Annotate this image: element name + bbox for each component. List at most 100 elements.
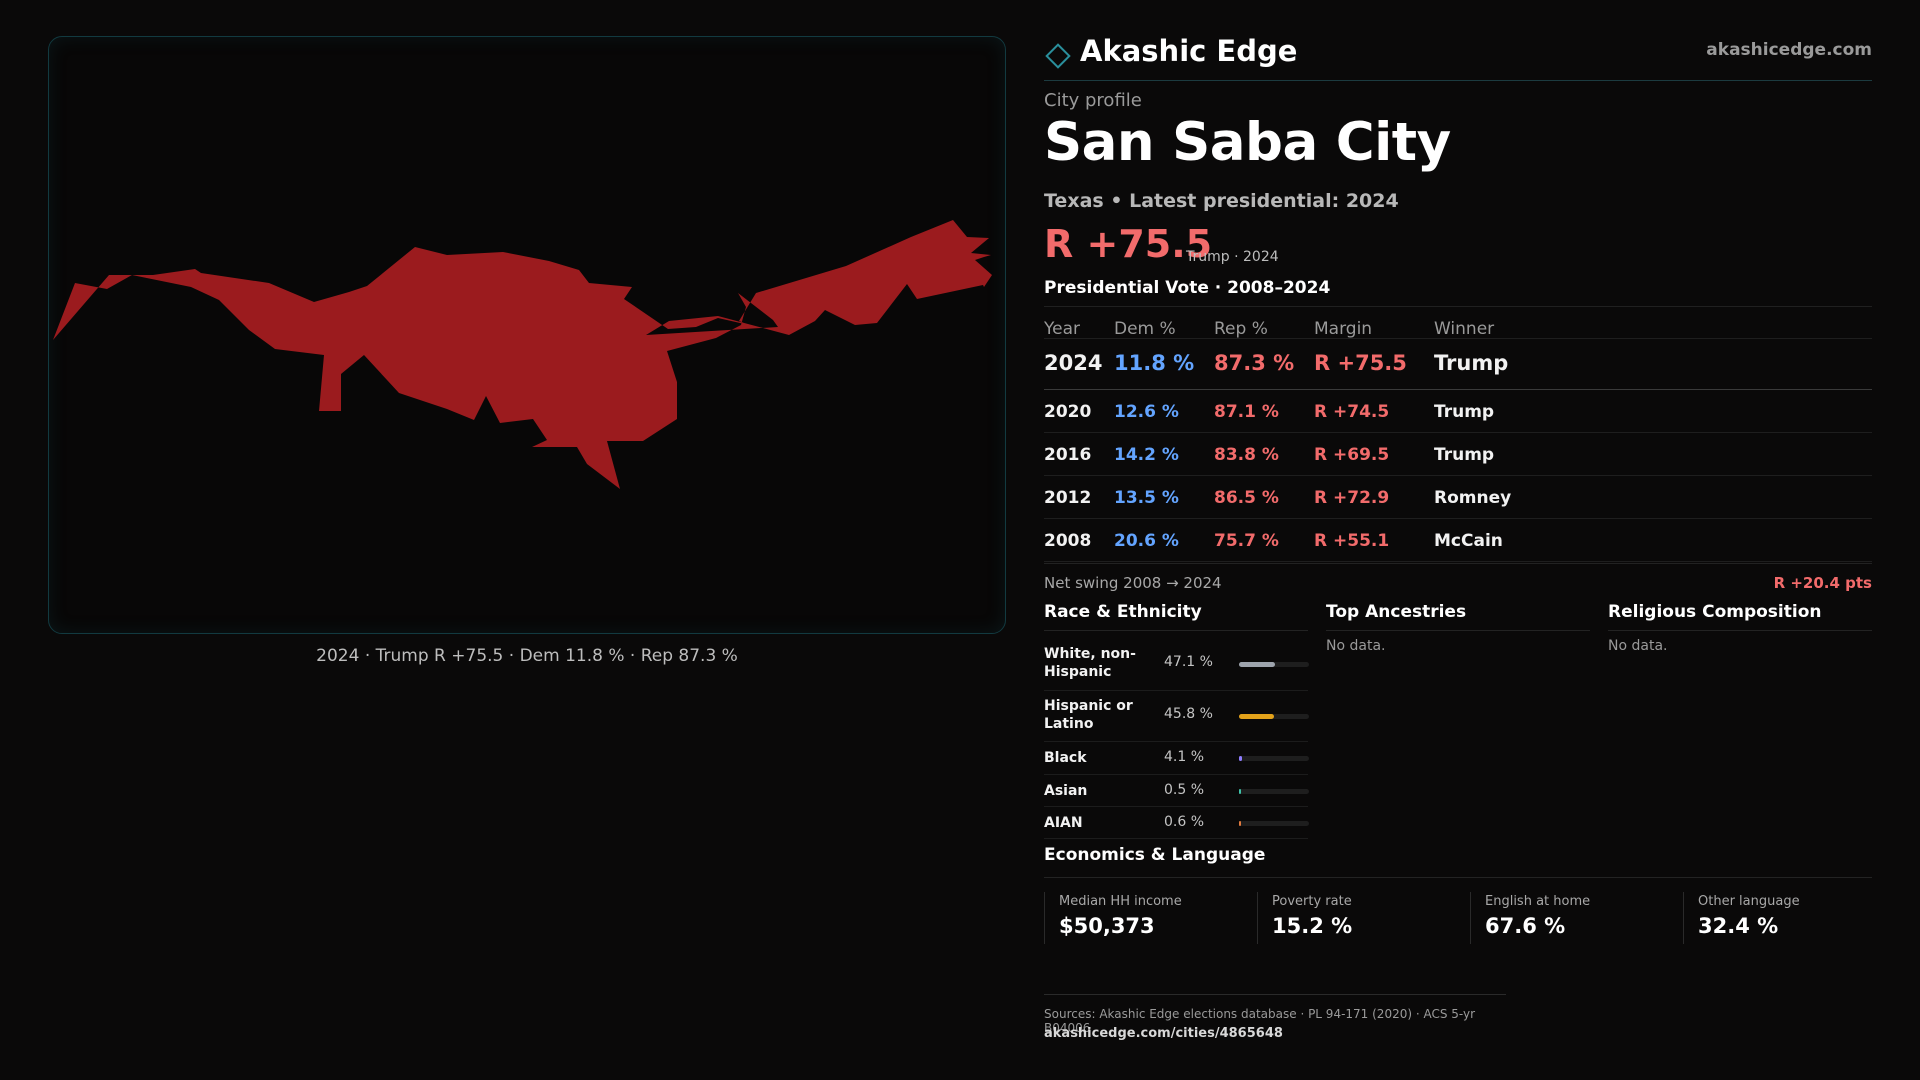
economics-cells: Median HH income $50,373 Poverty rate 15…	[1044, 892, 1872, 944]
col-margin-header: Margin	[1314, 319, 1373, 339]
race-bar-track	[1239, 789, 1309, 794]
econ-cell-poverty: Poverty rate 15.2 %	[1257, 892, 1457, 944]
list-item: Asian 0.5 %	[1044, 775, 1309, 807]
table-row: 2012 13.5 % 86.5 % R +72.9 Romney	[1044, 476, 1872, 519]
vote-table-header: Year Dem % Rep % Margin Winner	[1044, 307, 1872, 339]
race-bar-track	[1239, 756, 1309, 761]
econ-value: 32.4 %	[1698, 914, 1779, 938]
table-row: 2016 14.2 % 83.8 % R +69.5 Trump	[1044, 433, 1872, 476]
row-margin: R +72.9	[1314, 488, 1390, 508]
row-dem: 14.2 %	[1114, 445, 1179, 465]
race-list: White, non-Hispanic 47.1 % Hispanic or L…	[1044, 640, 1309, 839]
list-item: Black 4.1 %	[1044, 742, 1309, 775]
race-bar-fill	[1239, 756, 1242, 761]
race-bar-fill	[1239, 662, 1275, 667]
table-row: 2020 12.6 % 87.1 % R +74.5 Trump	[1044, 390, 1872, 433]
race-label: Asian	[1044, 783, 1088, 799]
race-pct: 0.5 %	[1164, 782, 1205, 798]
race-bar-fill	[1239, 821, 1241, 826]
row-rep: 86.5 %	[1214, 488, 1279, 508]
net-swing-value: R +20.4 pts	[1773, 574, 1872, 592]
row-rep: 87.1 %	[1214, 402, 1279, 422]
econ-cell-income: Median HH income $50,373	[1044, 892, 1244, 944]
sources-note: Sources: Akashic Edge elections database…	[1044, 994, 1506, 1035]
row-winner: McCain	[1434, 531, 1503, 551]
race-bar-fill	[1239, 789, 1241, 794]
col-rep-header: Rep %	[1214, 319, 1268, 339]
row-margin: R +69.5	[1314, 445, 1390, 465]
col-dem-header: Dem %	[1114, 319, 1176, 339]
vote-section-title: Presidential Vote · 2008–2024	[1044, 278, 1331, 298]
economics-section-title: Economics & Language	[1044, 845, 1872, 878]
race-bar-track	[1239, 662, 1309, 667]
econ-value: 67.6 %	[1485, 914, 1566, 938]
row-dem: 13.5 %	[1114, 488, 1179, 508]
row-dem: 11.8 %	[1114, 351, 1195, 375]
headline-margin: R +75.5	[1044, 222, 1213, 266]
row-winner: Trump	[1434, 402, 1495, 422]
race-pct: 4.1 %	[1164, 749, 1205, 765]
profile-subline: Texas • Latest presidential: 2024	[1044, 190, 1399, 212]
race-pct: 47.1 %	[1164, 654, 1213, 670]
religion-empty: No data.	[1608, 638, 1668, 654]
religion-section-title: Religious Composition	[1608, 602, 1872, 631]
map-caption: 2024 · Trump R +75.5 · Dem 11.8 % · Rep …	[316, 646, 738, 666]
race-bar-track	[1239, 821, 1309, 826]
race-pct: 0.6 %	[1164, 814, 1205, 830]
row-margin: R +74.5	[1314, 402, 1390, 422]
econ-label: Poverty rate	[1272, 894, 1352, 909]
page-title: San Saba City	[1044, 112, 1451, 173]
row-winner: Romney	[1434, 488, 1512, 508]
brand-header: Akashic Edge akashicedge.com	[1044, 28, 1872, 81]
race-label: Hispanic or Latino	[1044, 698, 1133, 732]
table-row: 2024 11.8 % 87.3 % R +75.5 Trump	[1044, 339, 1872, 390]
row-year: 2024	[1044, 351, 1103, 375]
row-year: 2008	[1044, 531, 1092, 551]
race-bar-fill	[1239, 714, 1274, 719]
city-boundary-shape	[53, 220, 992, 489]
diamond-outline-icon	[1045, 43, 1071, 69]
econ-value: $50,373	[1059, 914, 1155, 938]
row-rep: 87.3 %	[1214, 351, 1295, 375]
list-item: White, non-Hispanic 47.1 %	[1044, 640, 1309, 691]
race-label: Black	[1044, 750, 1087, 766]
econ-value: 15.2 %	[1272, 914, 1353, 938]
headline-note: Trump · 2024	[1186, 249, 1279, 265]
vote-table: Year Dem % Rep % Margin Winner 2024 11.8…	[1044, 306, 1872, 562]
row-year: 2016	[1044, 445, 1092, 465]
net-swing: Net swing 2008 → 2024 R +20.4 pts	[1044, 563, 1872, 592]
col-winner-header: Winner	[1434, 319, 1495, 339]
row-dem: 20.6 %	[1114, 531, 1179, 551]
row-rep: 83.8 %	[1214, 445, 1279, 465]
econ-label: English at home	[1485, 894, 1591, 909]
row-year: 2020	[1044, 402, 1092, 422]
race-label: White, non-Hispanic	[1044, 646, 1136, 680]
race-label: AIAN	[1044, 815, 1083, 831]
row-rep: 75.7 %	[1214, 531, 1279, 551]
econ-cell-english: English at home 67.6 %	[1470, 892, 1670, 944]
net-swing-label: Net swing 2008 → 2024	[1044, 574, 1222, 592]
row-margin: R +55.1	[1314, 531, 1390, 551]
ancestries-empty: No data.	[1326, 638, 1386, 654]
row-year: 2012	[1044, 488, 1092, 508]
econ-cell-other-language: Other language 32.4 %	[1683, 892, 1883, 944]
profile-kicker: City profile	[1044, 90, 1142, 111]
list-item: AIAN 0.6 %	[1044, 807, 1309, 839]
brand-name[interactable]: Akashic Edge	[1080, 34, 1298, 68]
row-margin: R +75.5	[1314, 351, 1407, 375]
row-winner: Trump	[1434, 351, 1509, 375]
race-pct: 45.8 %	[1164, 706, 1213, 722]
col-year-header: Year	[1044, 319, 1080, 339]
row-winner: Trump	[1434, 445, 1495, 465]
race-section-title: Race & Ethnicity	[1044, 602, 1308, 631]
table-row: 2008 20.6 % 75.7 % R +55.1 McCain	[1044, 519, 1872, 562]
city-map[interactable]	[48, 36, 1006, 634]
brand-url-link[interactable]: akashicedge.com	[1706, 40, 1872, 60]
city-boundary-polygon	[53, 220, 992, 489]
ancestries-section-title: Top Ancestries	[1326, 602, 1590, 631]
econ-label: Median HH income	[1059, 894, 1182, 909]
race-bar-track	[1239, 714, 1309, 719]
row-dem: 12.6 %	[1114, 402, 1179, 422]
sources-url-link[interactable]: akashicedge.com/cities/4865648	[1044, 1026, 1283, 1041]
econ-label: Other language	[1698, 894, 1800, 909]
